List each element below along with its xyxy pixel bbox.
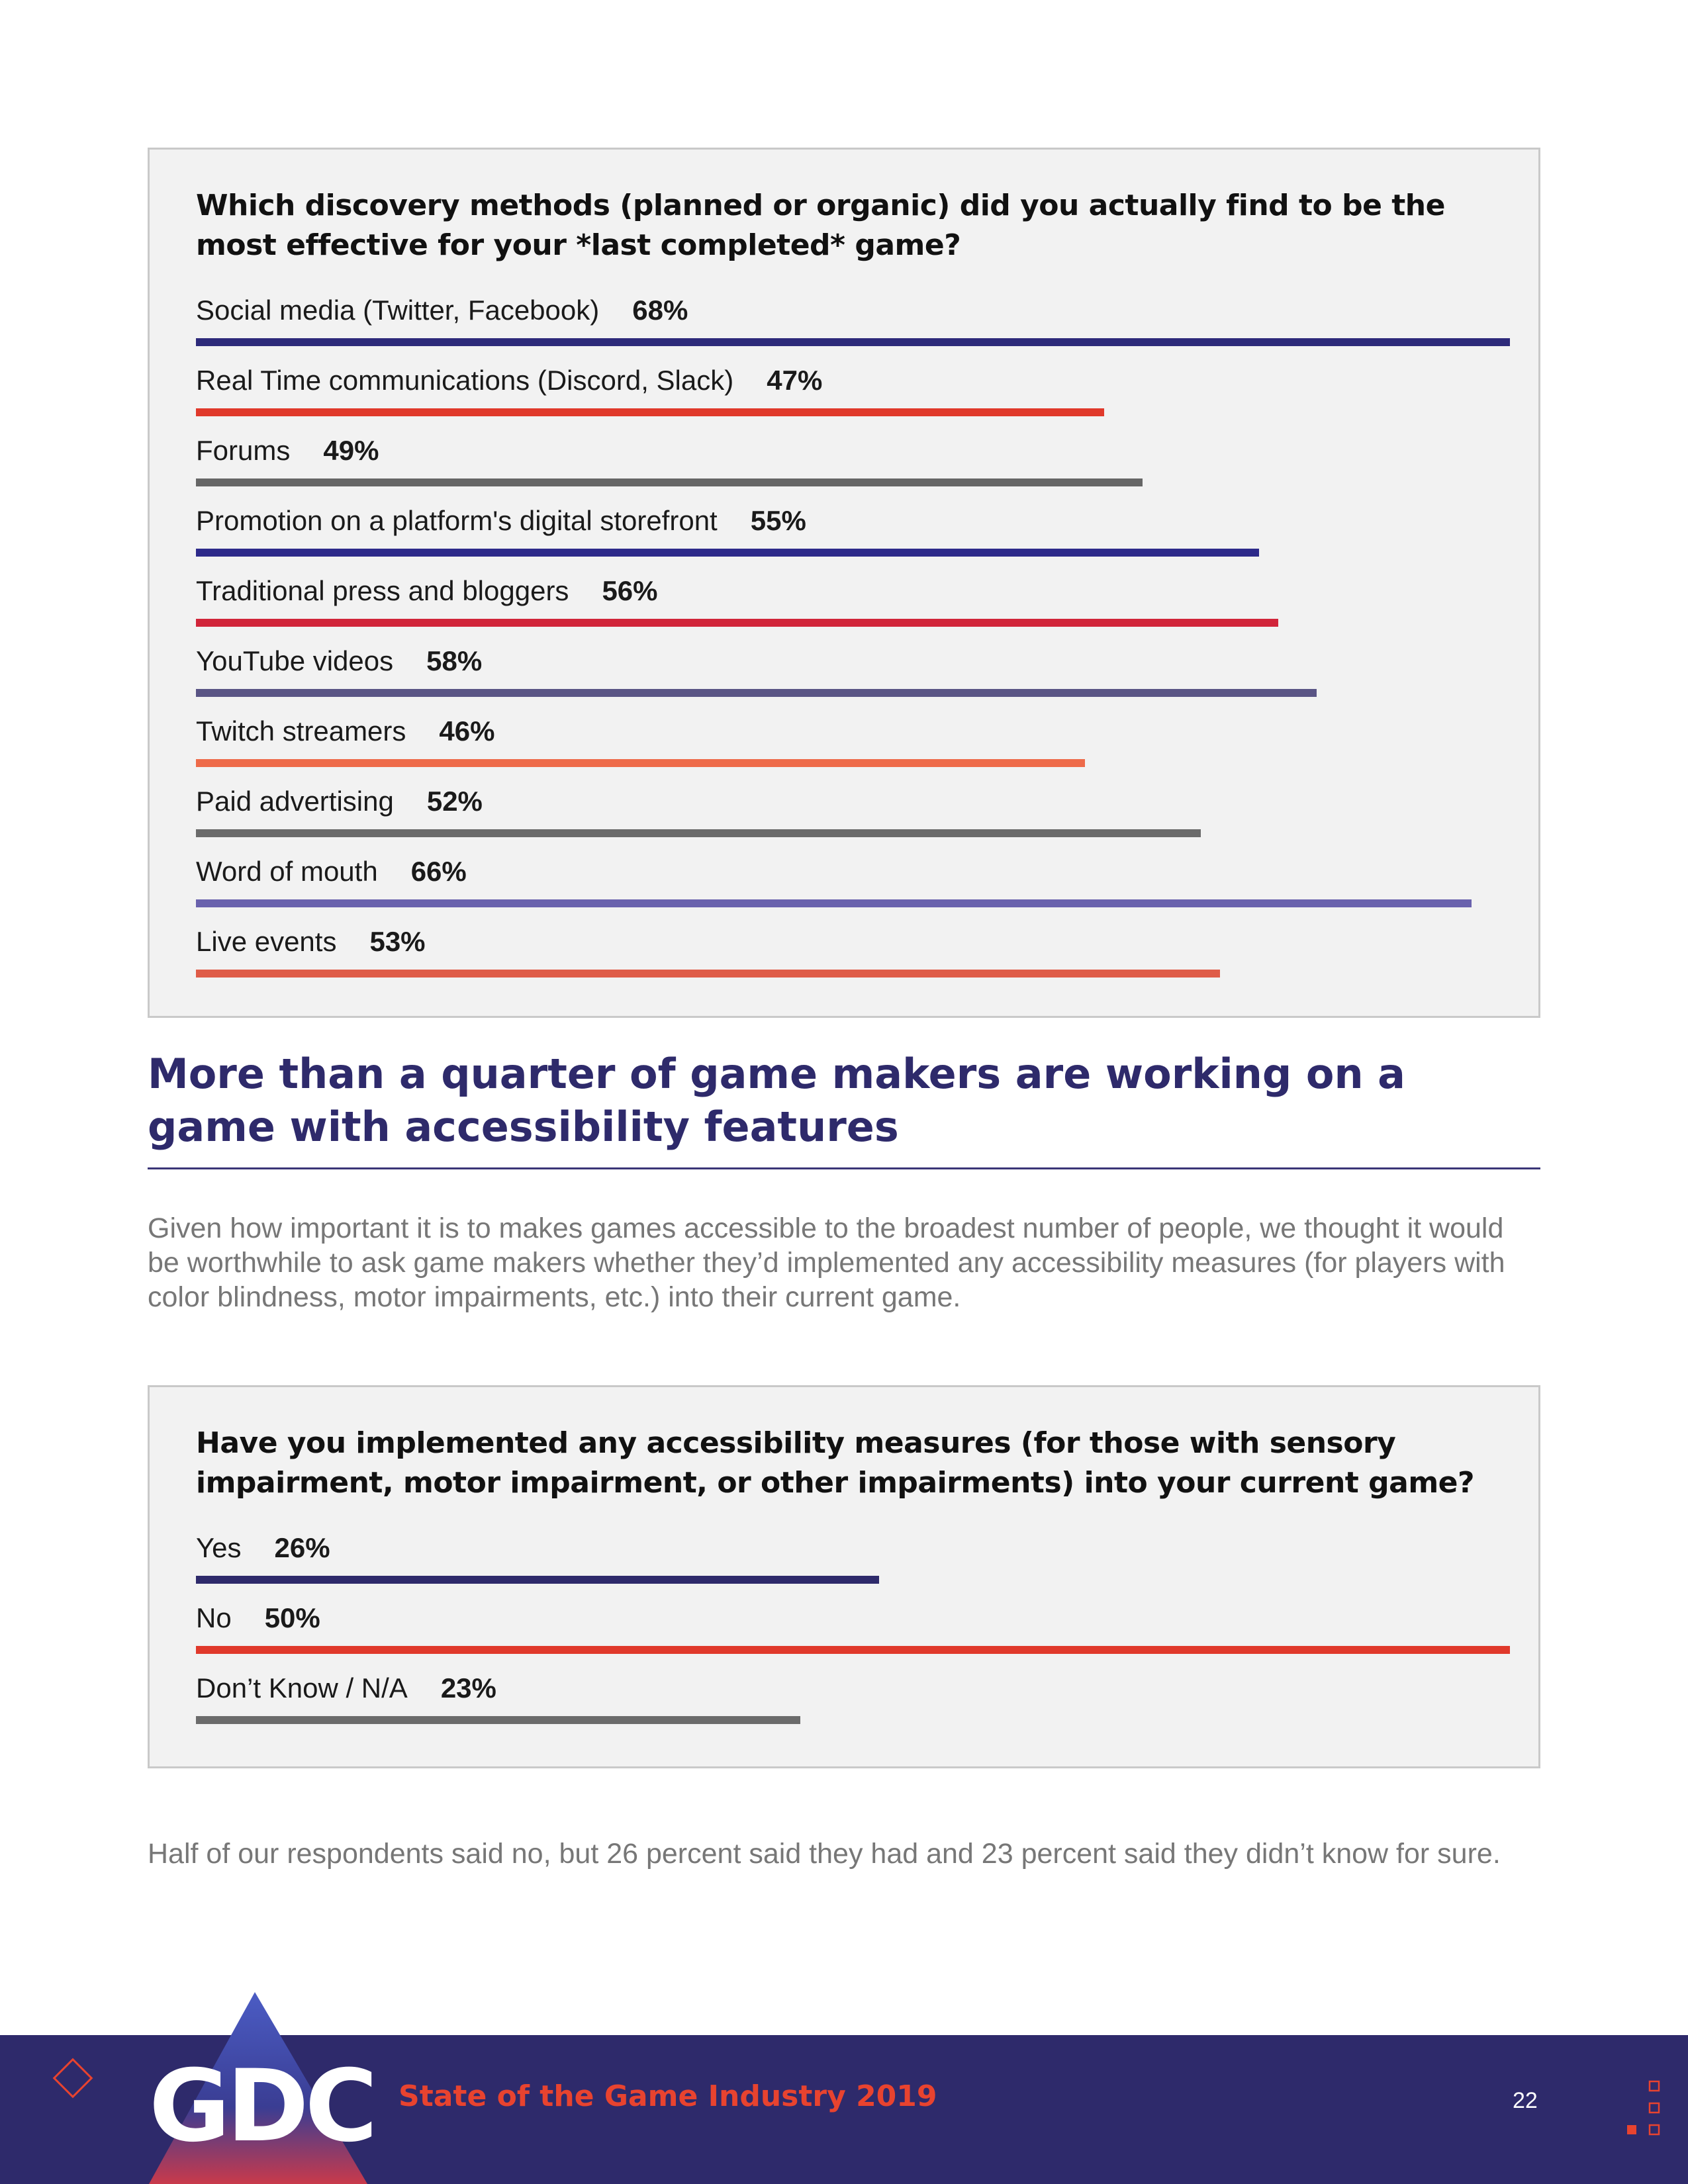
bar [196,829,1201,837]
bar [196,970,1220,978]
bar-value-label: 47% [767,365,823,396]
page-number: 22 [1513,2088,1538,2113]
bar-value-label: 68% [632,295,688,326]
bar-label: Yes 26% [196,1529,330,1567]
bar [196,338,1510,346]
diamond-icon [52,2058,93,2099]
bar-row: Paid advertising 52% [196,783,1510,842]
bar-row: Forums 49% [196,432,1510,492]
chart-title: Which discovery methods (planned or orga… [196,189,1445,262]
bar-label: No 50% [196,1600,320,1637]
bar-value-label: 23% [440,1672,496,1704]
bar-value-label: 66% [410,856,467,887]
chart-title: Have you implemented any accessibility m… [196,1426,1475,1500]
bar-label: Traditional press and bloggers 56% [196,572,658,610]
bar-row: Promotion on a platform's digital storef… [196,502,1510,562]
gdc-logo: GDC [149,2049,378,2164]
bar-track [196,478,1510,486]
bar-row: Twitch streamers 46% [196,713,1510,772]
footer-title: State of the Game Industry 2019 [399,2079,937,2113]
bar-track [196,1576,1510,1584]
bar [196,478,1143,486]
bar [196,408,1104,416]
bar-value-label: 53% [369,926,426,957]
bar-row: Social media (Twitter, Facebook) 68% [196,292,1510,351]
bar-track [196,689,1510,697]
bar-value-label: 46% [439,715,495,747]
bar-category: Promotion on a platform's digital storef… [196,505,718,536]
bar-label: Real Time communications (Discord, Slack… [196,362,822,399]
bar [196,1646,1510,1654]
bar-row: Don’t Know / N/A 23% [196,1670,1510,1729]
bar-label: Twitch streamers 46% [196,713,494,750]
bar-label: Word of mouth 66% [196,853,467,890]
bar-track [196,619,1510,627]
bar-label: Social media (Twitter, Facebook) 68% [196,292,688,329]
bar-category: Social media (Twitter, Facebook) [196,295,600,326]
bar-value-label: 56% [602,575,658,606]
bar-value-label: 50% [264,1602,320,1633]
bar-category: No [196,1602,232,1633]
bar [196,549,1259,557]
bar-category: Live events [196,926,337,957]
dots-grid-icon [1627,2080,1660,2136]
accessibility-chart: Have you implemented any accessibility m… [148,1385,1540,1768]
bar-category: Twitch streamers [196,715,406,747]
bar-row: Yes 26% [196,1529,1510,1589]
summary-paragraph: Half of our respondents said no, but 26 … [148,1838,1501,1870]
intro-paragraph: Given how important it is to makes games… [148,1212,1505,1313]
bar-label: Forums 49% [196,432,379,469]
bar-value-label: 52% [426,786,483,817]
bar-category: Real Time communications (Discord, Slack… [196,365,734,396]
logo-triangle-shape [149,1992,367,2184]
bar-track [196,408,1510,416]
bar-track [196,1716,1510,1724]
bar-category: Paid advertising [196,786,394,817]
bar-row: Live events 53% [196,923,1510,983]
section-heading: More than a quarter of game makers are w… [148,1050,1406,1151]
bar [196,759,1085,767]
bar-category: Forums [196,435,291,466]
bar [196,899,1472,907]
bar [196,1716,800,1724]
bar-label: Paid advertising 52% [196,783,483,820]
bar-track [196,829,1510,837]
bar-track [196,549,1510,557]
bar-row: No 50% [196,1600,1510,1659]
bar-track [196,338,1510,346]
bar-category: Don’t Know / N/A [196,1672,408,1704]
bar-row: Traditional press and bloggers 56% [196,572,1510,632]
bar [196,619,1278,627]
bar-label: YouTube videos 58% [196,643,482,680]
bar-category: Word of mouth [196,856,378,887]
bar [196,689,1317,697]
bar-value-label: 55% [750,505,806,536]
bar-label: Don’t Know / N/A 23% [196,1670,496,1707]
bar-value-label: 58% [426,645,483,676]
bar-row: YouTube videos 58% [196,643,1510,702]
bar-track [196,970,1510,978]
bar-row: Real Time communications (Discord, Slack… [196,362,1510,422]
bar-category: YouTube videos [196,645,394,676]
bar-value-label: 49% [323,435,379,466]
heading-divider [148,1167,1540,1169]
bar-track [196,899,1510,907]
bar-value-label: 26% [274,1532,330,1563]
bar-row: Word of mouth 66% [196,853,1510,913]
bar-label: Promotion on a platform's digital storef… [196,502,806,539]
bar [196,1576,879,1584]
bar-label: Live events 53% [196,923,426,960]
bar-track [196,759,1510,767]
bar-category: Yes [196,1532,242,1563]
discovery-methods-chart: Which discovery methods (planned or orga… [148,148,1540,1018]
bar-category: Traditional press and bloggers [196,575,569,606]
bar-track [196,1646,1510,1654]
